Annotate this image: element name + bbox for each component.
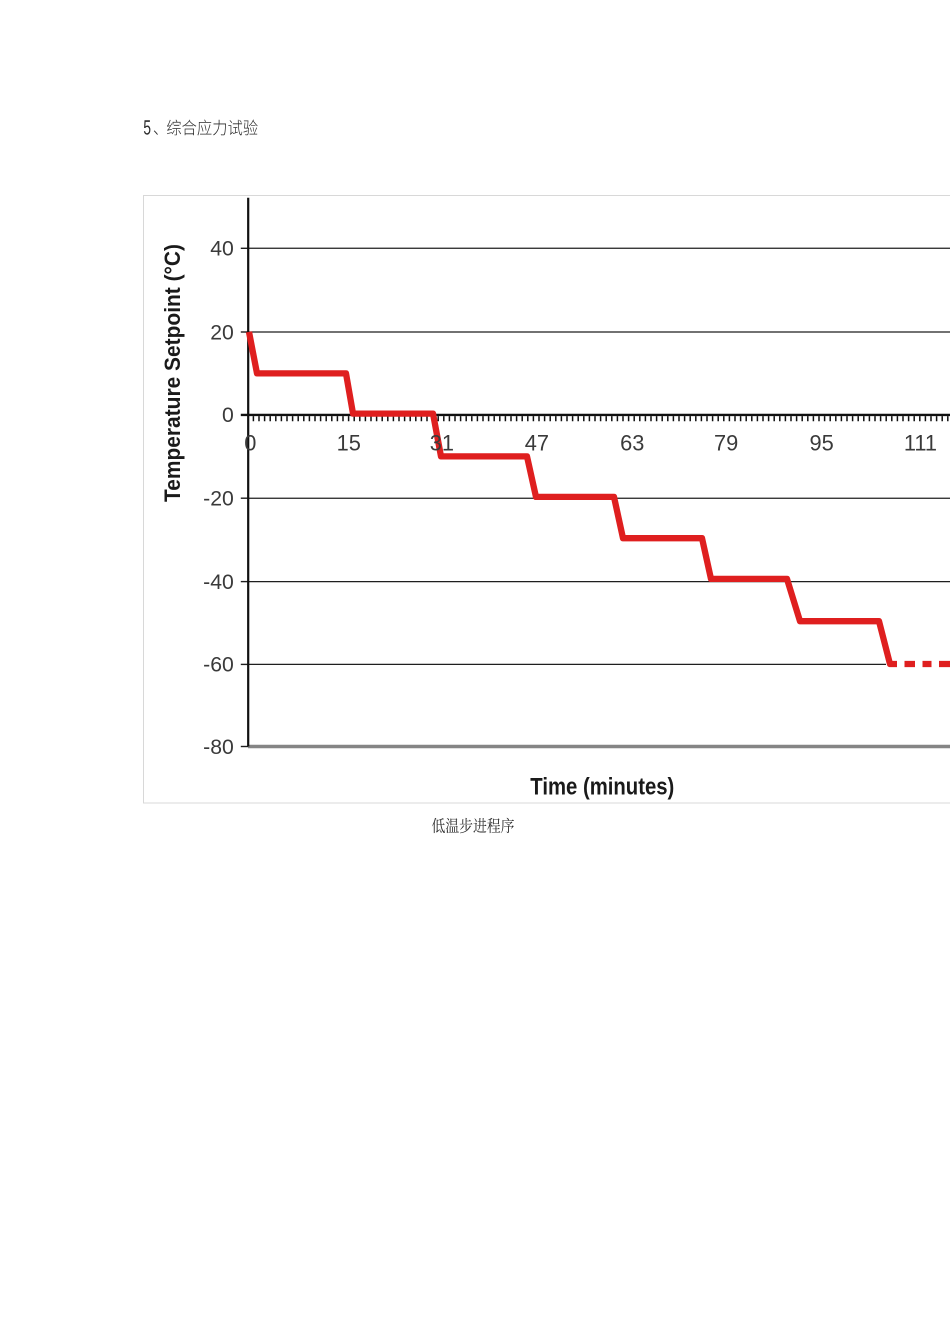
svg-text:31: 31 <box>430 431 454 456</box>
svg-text:111: 111 <box>904 431 937 456</box>
svg-text:0: 0 <box>244 431 256 456</box>
svg-text:-40: -40 <box>203 571 234 594</box>
svg-text:20: 20 <box>210 321 234 344</box>
svg-text:63: 63 <box>620 431 644 456</box>
svg-text:47: 47 <box>525 431 549 456</box>
svg-text:0: 0 <box>222 404 234 427</box>
svg-text:40: 40 <box>210 238 234 261</box>
svg-text:-60: -60 <box>203 654 234 677</box>
svg-text:15: 15 <box>337 431 361 456</box>
svg-text:-20: -20 <box>203 488 234 511</box>
svg-text:-80: -80 <box>203 736 234 759</box>
svg-text:Temperature Setpoint (°C): Temperature Setpoint (°C) <box>160 244 185 502</box>
svg-text:79: 79 <box>714 431 738 456</box>
svg-text:Time (minutes): Time (minutes) <box>530 773 674 800</box>
svg-text:95: 95 <box>809 431 833 456</box>
